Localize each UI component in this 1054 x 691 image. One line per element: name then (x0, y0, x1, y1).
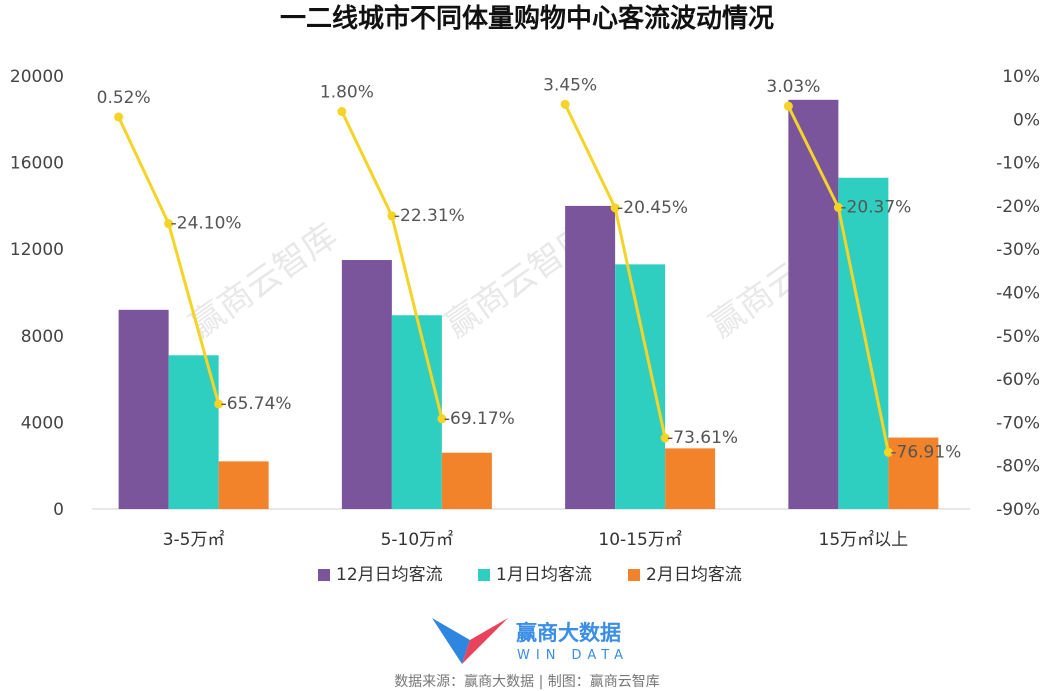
category-label: 15万㎡以上 (819, 530, 909, 550)
trend-point-1-2 (164, 219, 174, 229)
trend-point-2-2 (387, 211, 397, 221)
right-tick-label: 10% (1002, 67, 1040, 87)
legend-label: 2月日均客流 (646, 565, 742, 585)
left-tick-label: 16000 (10, 154, 64, 174)
bar-2-1 (168, 355, 219, 509)
brand-name: 赢商大数据 (516, 621, 621, 645)
trend-data-label: -20.45% (617, 198, 688, 218)
trend-point-4-2 (833, 203, 843, 213)
category-label: 5-10万㎡ (381, 530, 454, 550)
trend-point-1-1 (114, 112, 124, 122)
legend: 12月日均客流 1月日均客流 2月日均客流 (318, 565, 742, 585)
category-label: 3-5万㎡ (163, 530, 225, 550)
chart-title: 一二线城市不同体量购物中心客流波动情况 (280, 3, 774, 34)
left-tick-label: 8000 (21, 327, 64, 347)
bar-3-4 (888, 437, 939, 509)
trend-point-3-3 (660, 433, 670, 443)
bars-layer (118, 99, 939, 509)
trend-data-label: -65.74% (221, 394, 292, 414)
trend-data-label: -22.31% (394, 206, 465, 226)
lines-layer: 0.52% -24.10% -65.74% 1.80% -22.31% -69.17% 3.… (97, 75, 962, 462)
trend-point-2-3 (437, 414, 447, 424)
watermark-text: 赢商云智库 (183, 216, 345, 346)
trend-point-4-3 (883, 447, 893, 457)
bar-3-3 (665, 448, 716, 509)
bar-1-3 (565, 205, 616, 509)
brand-logo-mark-right (462, 618, 508, 664)
trend-data-label: 3.03% (766, 77, 820, 97)
source-note: 数据来源：赢商大数据 | 制图：赢商云智库 (394, 673, 660, 690)
bar-1-4 (788, 99, 839, 509)
left-tick-label: 0 (53, 500, 64, 520)
left-tick-label: 12000 (10, 240, 64, 260)
legend-swatch-2 (478, 569, 490, 581)
trend-data-label: -24.10% (171, 214, 242, 234)
legend-label: 1月日均客流 (496, 565, 592, 585)
brand-logo: 赢商大数据 WIN DATA (432, 618, 629, 664)
trend-data-label: 1.80% (320, 83, 374, 103)
trend-point-3-2 (610, 203, 620, 213)
bar-2-4 (838, 177, 889, 509)
trend-data-label: -20.37% (840, 198, 911, 218)
brand-logo-mark-left (432, 618, 470, 664)
legend-label: 12月日均客流 (336, 565, 443, 585)
right-tick-label: -30% (996, 240, 1040, 260)
legend-swatch-1 (318, 569, 330, 581)
right-tick-label: -80% (996, 457, 1040, 477)
right-tick-label: -70% (996, 413, 1040, 433)
right-tick-label: -40% (996, 284, 1040, 304)
right-tick-label: -50% (996, 327, 1040, 347)
legend-swatch-3 (628, 569, 640, 581)
bar-3-1 (218, 461, 269, 509)
trend-data-label: -69.17% (444, 409, 515, 429)
trend-data-label: 3.45% (543, 75, 597, 95)
right-tick-label: -60% (996, 370, 1040, 390)
right-tick-label: 0% (1013, 110, 1040, 130)
trend-data-label: -73.61% (667, 428, 738, 448)
trend-point-2-1 (337, 107, 347, 117)
category-label: 10-15万㎡ (598, 530, 681, 550)
left-axis-ticks: 0 4000 8000 12000 16000 20000 (10, 67, 64, 520)
right-tick-label: -90% (996, 500, 1040, 520)
right-tick-label: -10% (996, 154, 1040, 174)
trend-data-label: 0.52% (97, 88, 151, 108)
watermark-layer: 赢商云智库 赢商云智库 赢商云智库 (183, 216, 865, 346)
right-tick-label: -20% (996, 197, 1040, 217)
bar-3-2 (441, 452, 492, 509)
bar-1-2 (341, 260, 392, 509)
brand-subtitle: WIN DATA (517, 648, 629, 663)
left-tick-label: 4000 (21, 413, 64, 433)
trend-data-label: -76.91% (890, 442, 961, 462)
bar-1-1 (118, 309, 169, 509)
right-axis-ticks: 10% 0% -10% -20% -30% -40% -50% -60% -70% -80% -90… (996, 67, 1040, 520)
trend-point-3-1 (560, 99, 570, 109)
trend-point-1-3 (214, 399, 224, 409)
left-tick-label: 20000 (10, 67, 64, 87)
bar-2-2 (391, 315, 442, 509)
category-labels: 3-5万㎡ 5-10万㎡ 10-15万㎡ 15万㎡以上 (163, 530, 908, 550)
bar-2-3 (615, 264, 666, 509)
trend-point-4-1 (783, 101, 793, 111)
